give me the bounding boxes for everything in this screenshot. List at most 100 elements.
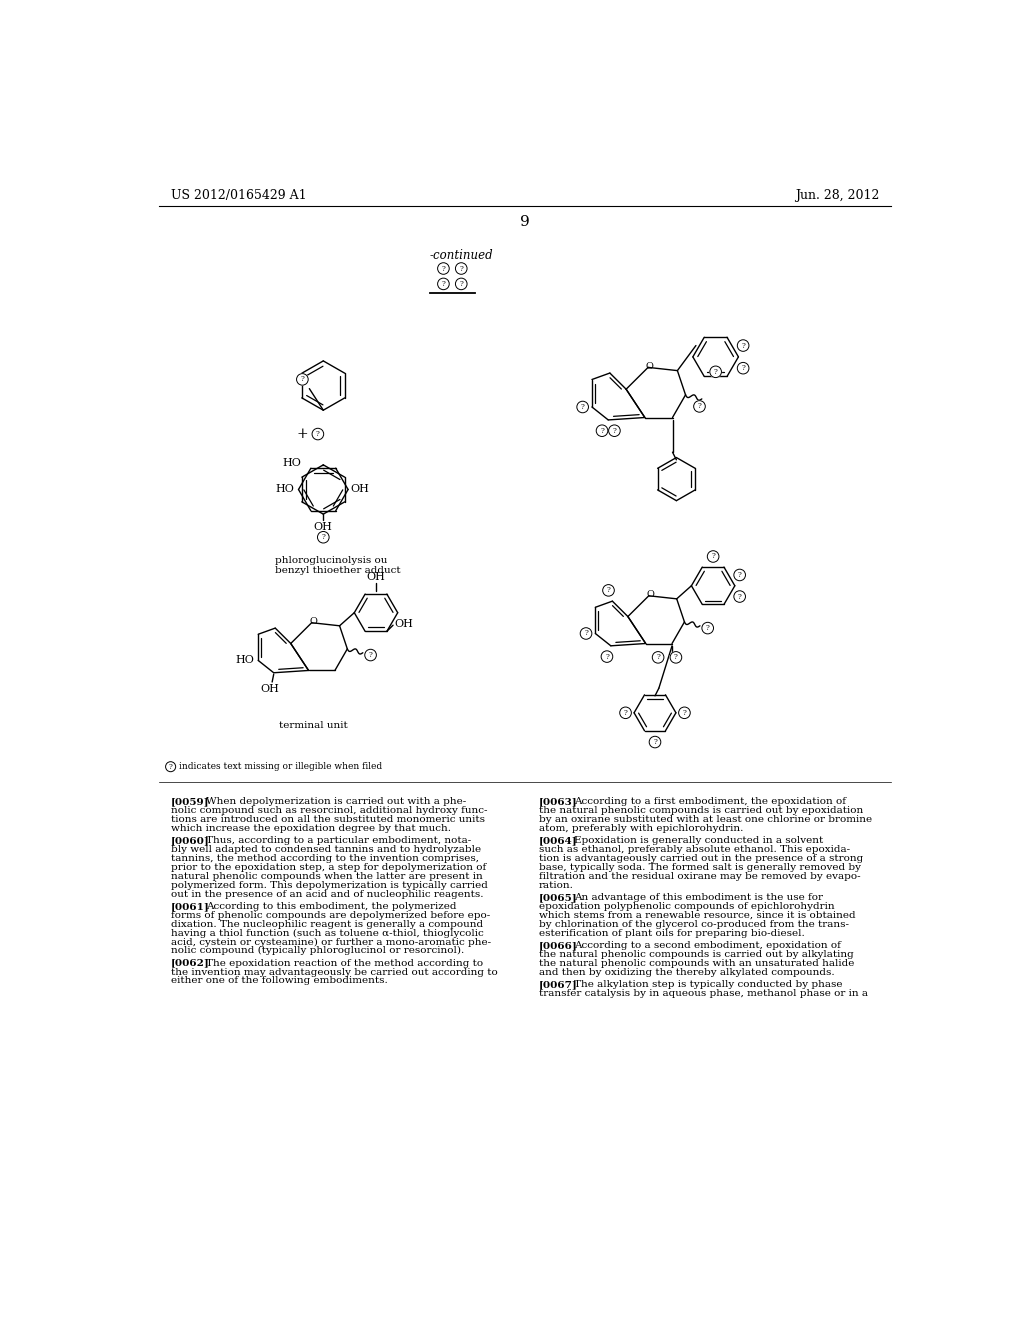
- Circle shape: [581, 628, 592, 639]
- Text: ?: ?: [712, 553, 715, 561]
- Text: [0066]: [0066]: [539, 941, 578, 950]
- Text: atom, preferably with epichlorohydrin.: atom, preferably with epichlorohydrin.: [539, 824, 743, 833]
- Text: According to a first embodiment, the epoxidation of: According to a first embodiment, the epo…: [574, 797, 847, 807]
- Text: filtration and the residual oxirane may be removed by evapo-: filtration and the residual oxirane may …: [539, 873, 860, 880]
- Text: [0062]: [0062]: [171, 958, 209, 968]
- Text: ?: ?: [605, 652, 609, 660]
- Text: ?: ?: [706, 624, 710, 632]
- Text: tions are introduced on all the substituted monomeric units: tions are introduced on all the substitu…: [171, 816, 484, 824]
- Circle shape: [577, 401, 589, 413]
- Text: ?: ?: [169, 763, 173, 771]
- Text: [0060]: [0060]: [171, 837, 209, 846]
- Text: ?: ?: [441, 280, 445, 288]
- Text: OH: OH: [394, 619, 414, 628]
- Text: ?: ?: [581, 403, 585, 411]
- Text: ?: ?: [460, 280, 463, 288]
- Text: epoxidation polyphenolic compounds of epichlorohydrin: epoxidation polyphenolic compounds of ep…: [539, 902, 835, 911]
- Text: HO: HO: [236, 656, 254, 665]
- Circle shape: [601, 651, 612, 663]
- Text: ?: ?: [300, 375, 304, 383]
- Circle shape: [317, 532, 329, 543]
- Text: The epoxidation reaction of the method according to: The epoxidation reaction of the method a…: [206, 958, 483, 968]
- Circle shape: [437, 263, 450, 275]
- Circle shape: [456, 279, 467, 289]
- Text: and then by oxidizing the thereby alkylated compounds.: and then by oxidizing the thereby alkyla…: [539, 968, 835, 977]
- Text: by an oxirane substituted with at least one chlorine or bromine: by an oxirane substituted with at least …: [539, 816, 871, 824]
- Circle shape: [679, 708, 690, 718]
- Circle shape: [670, 652, 682, 663]
- Circle shape: [693, 401, 706, 412]
- Text: [0059]: [0059]: [171, 797, 209, 807]
- Text: which stems from a renewable resource, since it is obtained: which stems from a renewable resource, s…: [539, 911, 855, 920]
- Text: ?: ?: [606, 586, 610, 594]
- Text: nolic compound such as resorcinol, additional hydroxy func-: nolic compound such as resorcinol, addit…: [171, 807, 487, 816]
- Text: out in the presence of an acid and of nucleophilic reagents.: out in the presence of an acid and of nu…: [171, 890, 483, 899]
- Text: indicates text missing or illegible when filed: indicates text missing or illegible when…: [179, 762, 382, 771]
- Text: OH: OH: [367, 572, 385, 582]
- Text: the natural phenolic compounds with an unsaturated halide: the natural phenolic compounds with an u…: [539, 958, 854, 968]
- Text: ?: ?: [584, 630, 588, 638]
- Text: When depolymerization is carried out with a phe-: When depolymerization is carried out wit…: [206, 797, 467, 807]
- Text: +: +: [297, 428, 308, 441]
- Text: ?: ?: [737, 572, 741, 579]
- Text: Epoxidation is generally conducted in a solvent: Epoxidation is generally conducted in a …: [574, 837, 823, 846]
- Text: ?: ?: [741, 342, 745, 350]
- Text: polymerized form. This depolymerization is typically carried: polymerized form. This depolymerization …: [171, 880, 487, 890]
- Text: dixation. The nucleophilic reagent is generally a compound: dixation. The nucleophilic reagent is ge…: [171, 920, 482, 929]
- Circle shape: [734, 569, 745, 581]
- Text: The alkylation step is typically conducted by phase: The alkylation step is typically conduct…: [574, 979, 843, 989]
- Circle shape: [652, 652, 664, 663]
- Circle shape: [437, 279, 450, 289]
- Text: [0065]: [0065]: [539, 894, 578, 902]
- Circle shape: [456, 263, 467, 275]
- Circle shape: [620, 708, 632, 718]
- Text: ?: ?: [741, 364, 745, 372]
- Text: [0067]: [0067]: [539, 979, 578, 989]
- Text: bly well adapted to condensed tannins and to hydrolyzable: bly well adapted to condensed tannins an…: [171, 845, 480, 854]
- Text: [0063]: [0063]: [539, 797, 578, 807]
- Text: nolic compound (typically phloroglucinol or resorcinol).: nolic compound (typically phloroglucinol…: [171, 946, 464, 956]
- Text: by chlorination of the glycerol co-produced from the trans-: by chlorination of the glycerol co-produ…: [539, 920, 849, 929]
- Circle shape: [166, 762, 176, 772]
- Text: tannins, the method according to the invention comprises,: tannins, the method according to the inv…: [171, 854, 478, 863]
- Text: the natural phenolic compounds is carried out by epoxidation: the natural phenolic compounds is carrie…: [539, 807, 863, 816]
- Text: esterification of plant oils for preparing bio-diesel.: esterification of plant oils for prepari…: [539, 928, 805, 937]
- Text: either one of the following embodiments.: either one of the following embodiments.: [171, 977, 387, 985]
- Text: [0061]: [0061]: [171, 902, 209, 911]
- Text: natural phenolic compounds when the latter are present in: natural phenolic compounds when the latt…: [171, 873, 482, 880]
- Text: ?: ?: [714, 368, 718, 376]
- Text: ration.: ration.: [539, 880, 573, 890]
- Text: HO: HO: [283, 458, 302, 469]
- Text: tion is advantageously carried out in the presence of a strong: tion is advantageously carried out in th…: [539, 854, 863, 863]
- Text: ?: ?: [460, 264, 463, 272]
- Circle shape: [737, 339, 749, 351]
- Circle shape: [649, 737, 660, 748]
- Text: 9: 9: [520, 215, 529, 228]
- Text: such as ethanol, preferably absolute ethanol. This epoxida-: such as ethanol, preferably absolute eth…: [539, 845, 850, 854]
- Text: base, typically soda. The formed salt is generally removed by: base, typically soda. The formed salt is…: [539, 863, 861, 873]
- Circle shape: [312, 428, 324, 440]
- Circle shape: [710, 366, 722, 378]
- Text: ?: ?: [441, 264, 445, 272]
- Text: ?: ?: [653, 738, 657, 746]
- Text: transfer catalysis by in aqueous phase, methanol phase or in a: transfer catalysis by in aqueous phase, …: [539, 989, 867, 998]
- Text: O: O: [309, 618, 317, 627]
- Text: An advantage of this embodiment is the use for: An advantage of this embodiment is the u…: [574, 894, 823, 902]
- Text: ?: ?: [316, 430, 319, 438]
- Text: ?: ?: [612, 426, 616, 434]
- Text: ?: ?: [697, 403, 701, 411]
- Circle shape: [297, 374, 308, 385]
- Text: Jun. 28, 2012: Jun. 28, 2012: [795, 189, 879, 202]
- Circle shape: [737, 363, 749, 374]
- Text: [0064]: [0064]: [539, 837, 578, 846]
- Circle shape: [708, 550, 719, 562]
- Text: prior to the epoxidation step, a step for depolymerization of: prior to the epoxidation step, a step fo…: [171, 863, 485, 873]
- Text: terminal unit: terminal unit: [280, 721, 348, 730]
- Circle shape: [596, 425, 608, 437]
- Text: having a thiol function (such as toluene α-thiol, thioglycolic: having a thiol function (such as toluene…: [171, 928, 483, 937]
- Text: the invention may advantageously be carried out according to: the invention may advantageously be carr…: [171, 968, 498, 977]
- Text: OH: OH: [350, 484, 370, 495]
- Text: HO: HO: [275, 484, 295, 495]
- Text: According to this embodiment, the polymerized: According to this embodiment, the polyme…: [206, 902, 457, 911]
- Text: ?: ?: [624, 709, 628, 717]
